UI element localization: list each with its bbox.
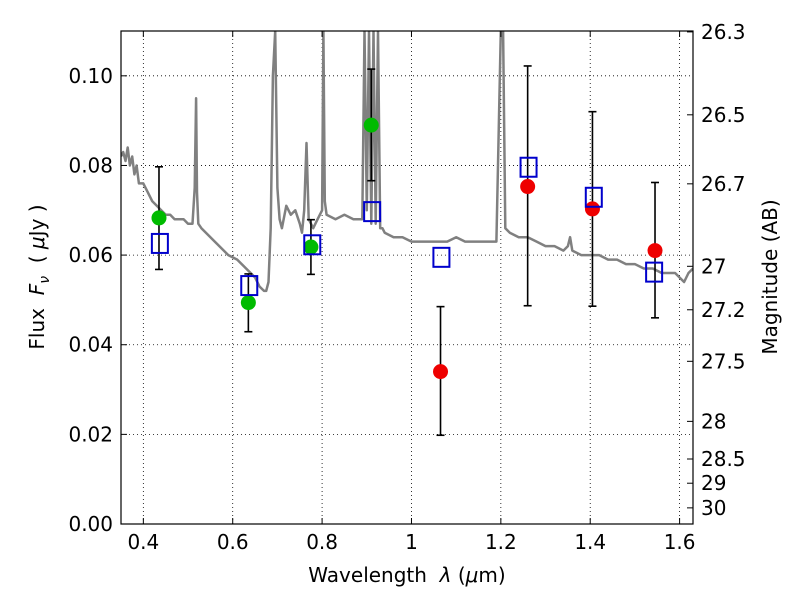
data-point	[433, 364, 449, 380]
y-tick-label: 0.04	[68, 333, 113, 357]
y2-axis-label: Magnitude (AB)	[758, 199, 782, 354]
model-point	[363, 201, 382, 223]
mag-tick-label: 28.5	[701, 447, 746, 471]
data-point	[647, 243, 663, 259]
x-tick-label: 1	[405, 530, 418, 554]
model-point	[240, 275, 259, 297]
y-tick-label: 0.06	[68, 243, 113, 267]
data-point	[303, 239, 319, 255]
model-point	[303, 234, 322, 256]
y-tick-label: 0.10	[68, 64, 113, 88]
spectrum-line	[121, 31, 693, 293]
mag-tick-label: 29	[701, 471, 726, 495]
mag-tick-label: 27.2	[701, 298, 746, 322]
mag-tick-label: 26.5	[701, 103, 746, 127]
mag-tick-label: 27.5	[701, 349, 746, 373]
y-axis-label: Flux Fν ( μJy )	[25, 204, 53, 349]
data-point	[240, 295, 256, 311]
axis-ticks: 0.4 0.6 0.8 1 1.2 1.4 1.6 0.00 0.02 0.04 0.06 0.08 0…	[68, 20, 745, 554]
x-tick-label: 1.4	[574, 530, 606, 554]
model-point	[150, 232, 169, 254]
plot-background	[121, 31, 693, 524]
y-tick-label: 0.00	[68, 512, 113, 536]
mag-tick-label: 27	[701, 254, 726, 278]
y-tick-label: 0.08	[68, 153, 113, 177]
mag-tick-label: 26.7	[701, 172, 746, 196]
plot-frame	[120, 30, 694, 525]
x-tick-label: 1.2	[485, 530, 517, 554]
model-point	[519, 156, 538, 178]
data-point	[584, 201, 600, 217]
x-tick-label: 1.6	[664, 530, 696, 554]
x-tick-label: 0.8	[306, 530, 338, 554]
data-point	[520, 179, 536, 195]
mag-tick-label: 26.3	[701, 20, 746, 44]
model-point	[584, 186, 603, 208]
y-tick-label: 0.02	[68, 422, 113, 446]
model-spectrum	[121, 31, 693, 293]
model-point	[645, 261, 664, 283]
data-point	[363, 117, 379, 133]
mag-tick-label: 30	[701, 496, 726, 520]
model-point	[432, 246, 451, 268]
data-point	[151, 210, 167, 226]
mag-tick-label: 28	[701, 409, 726, 433]
x-tick-label: 0.4	[127, 530, 159, 554]
x-tick-label: 0.6	[217, 530, 249, 554]
data-points	[150, 65, 664, 437]
x-axis-label: Wavelength λ (μm)	[308, 563, 505, 587]
